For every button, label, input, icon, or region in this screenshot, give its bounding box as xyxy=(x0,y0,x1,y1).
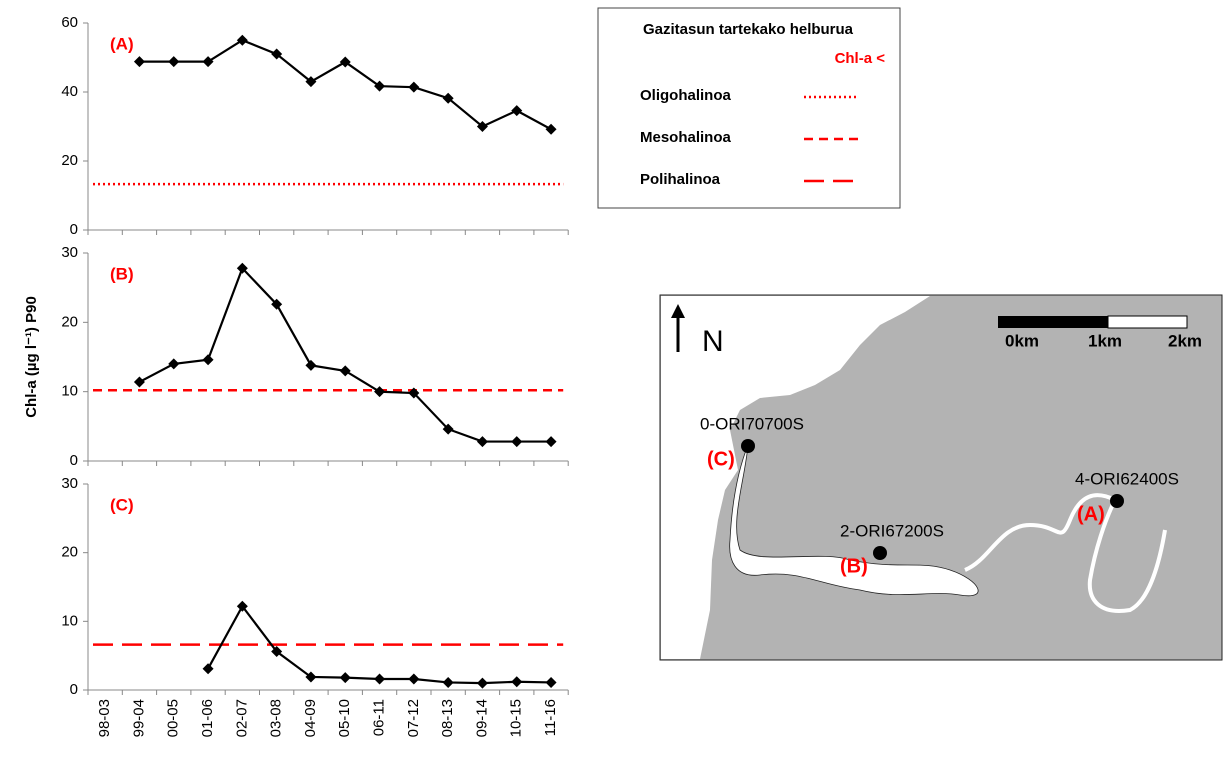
point xyxy=(545,123,557,135)
y-tick-label: 30 xyxy=(61,475,78,492)
x-tick-label: 00-05 xyxy=(165,699,182,737)
station-panel: (A) xyxy=(1077,503,1105,525)
point xyxy=(408,81,420,93)
x-tick-label: 01-06 xyxy=(199,699,216,737)
station xyxy=(741,439,755,453)
x-tick-label: 98-03 xyxy=(96,699,113,737)
x-tick-label: 11-16 xyxy=(542,699,559,736)
map: N 0km 1km 2km 0-ORI70700S (C) 2-ORI67200… xyxy=(659,294,1223,661)
point xyxy=(202,663,214,675)
scale-label: 1km xyxy=(1088,331,1122,350)
north-label: N xyxy=(702,325,724,358)
point xyxy=(168,358,180,370)
y-tick-label: 40 xyxy=(61,83,78,100)
x-tick-label: 10-15 xyxy=(508,699,525,737)
point xyxy=(133,376,145,388)
point xyxy=(236,600,248,612)
point xyxy=(339,56,351,68)
scale-label: 2km xyxy=(1168,331,1202,350)
y-tick-label: 0 xyxy=(70,681,78,698)
map-estuary xyxy=(729,444,979,597)
y-tick-label: 60 xyxy=(61,14,78,31)
point xyxy=(202,354,214,366)
point xyxy=(476,121,488,132)
station-code: 2-ORI67200S xyxy=(840,521,944,540)
point xyxy=(408,387,420,399)
point xyxy=(271,646,283,658)
point xyxy=(545,436,557,448)
point xyxy=(236,34,248,46)
point xyxy=(511,676,523,688)
station-panel: (B) xyxy=(840,555,868,577)
point xyxy=(271,48,283,60)
point xyxy=(442,423,454,435)
point xyxy=(305,76,317,88)
x-tick-label: 02-07 xyxy=(233,699,250,737)
legend-box xyxy=(597,7,901,209)
x-tick-label: 99-04 xyxy=(130,699,147,737)
legend-subtitle: Chl-a < xyxy=(835,50,886,67)
point xyxy=(442,676,454,688)
y-tick-label: 0 xyxy=(70,452,78,469)
station xyxy=(873,546,887,560)
y-tick-label: 20 xyxy=(61,544,78,561)
point xyxy=(271,298,283,310)
y-tick-label: 20 xyxy=(61,313,78,330)
point xyxy=(442,92,454,104)
point xyxy=(339,365,351,377)
point xyxy=(374,673,386,685)
map-sea xyxy=(661,296,930,659)
station-panel: (C) xyxy=(707,448,735,470)
point xyxy=(133,56,145,68)
x-tick-label: 06-11 xyxy=(371,699,388,736)
series-line xyxy=(139,39,552,131)
point xyxy=(305,359,317,371)
point xyxy=(305,671,317,683)
scale-bar xyxy=(998,316,1108,328)
point xyxy=(545,676,557,688)
legend-entry: Mesohalinoa xyxy=(640,129,732,146)
x-tick-label: 05-10 xyxy=(336,699,353,737)
station xyxy=(1110,494,1124,508)
point xyxy=(339,672,351,684)
legend-title: Gazitasun tartekako helburua xyxy=(643,21,854,38)
scale-label: 0km xyxy=(1005,331,1039,350)
x-tick-label: 07-12 xyxy=(405,699,422,737)
scale-bar xyxy=(1107,315,1188,329)
x-tick-label: 08-13 xyxy=(439,699,456,737)
point xyxy=(408,673,420,685)
legend-entry: Polihalinoa xyxy=(640,171,721,188)
legend: Gazitasun tartekako helburua Chl-a < Oli… xyxy=(597,7,901,209)
station-code: 4-ORI62400S xyxy=(1075,469,1179,488)
x-tick-label: 03-08 xyxy=(268,699,285,737)
point xyxy=(511,436,523,448)
point xyxy=(236,262,248,274)
point xyxy=(511,105,523,117)
point xyxy=(374,386,386,398)
point xyxy=(476,436,488,448)
y-axis-label: Chl-a (µg l⁻¹) P90 xyxy=(23,296,40,418)
y-tick-label: 10 xyxy=(61,383,78,400)
y-tick-label: 30 xyxy=(61,244,78,261)
legend-entry: Oligohalinoa xyxy=(640,87,731,104)
point xyxy=(168,56,180,68)
x-tick-label: 09-14 xyxy=(473,699,490,737)
panel-label: (C) xyxy=(110,495,134,514)
north-arrow-head xyxy=(671,304,685,318)
y-tick-label: 20 xyxy=(61,152,78,169)
y-tick-label: 0 xyxy=(70,221,78,238)
point xyxy=(202,56,214,68)
y-tick-label: 10 xyxy=(61,612,78,629)
series-line xyxy=(138,266,552,443)
station-code: 0-ORI70700S xyxy=(700,414,804,433)
panel-label: (B) xyxy=(110,264,134,283)
x-tick-label: 04-09 xyxy=(302,699,319,737)
point xyxy=(374,80,386,92)
panel-label: (A) xyxy=(110,34,134,53)
point xyxy=(476,677,488,689)
